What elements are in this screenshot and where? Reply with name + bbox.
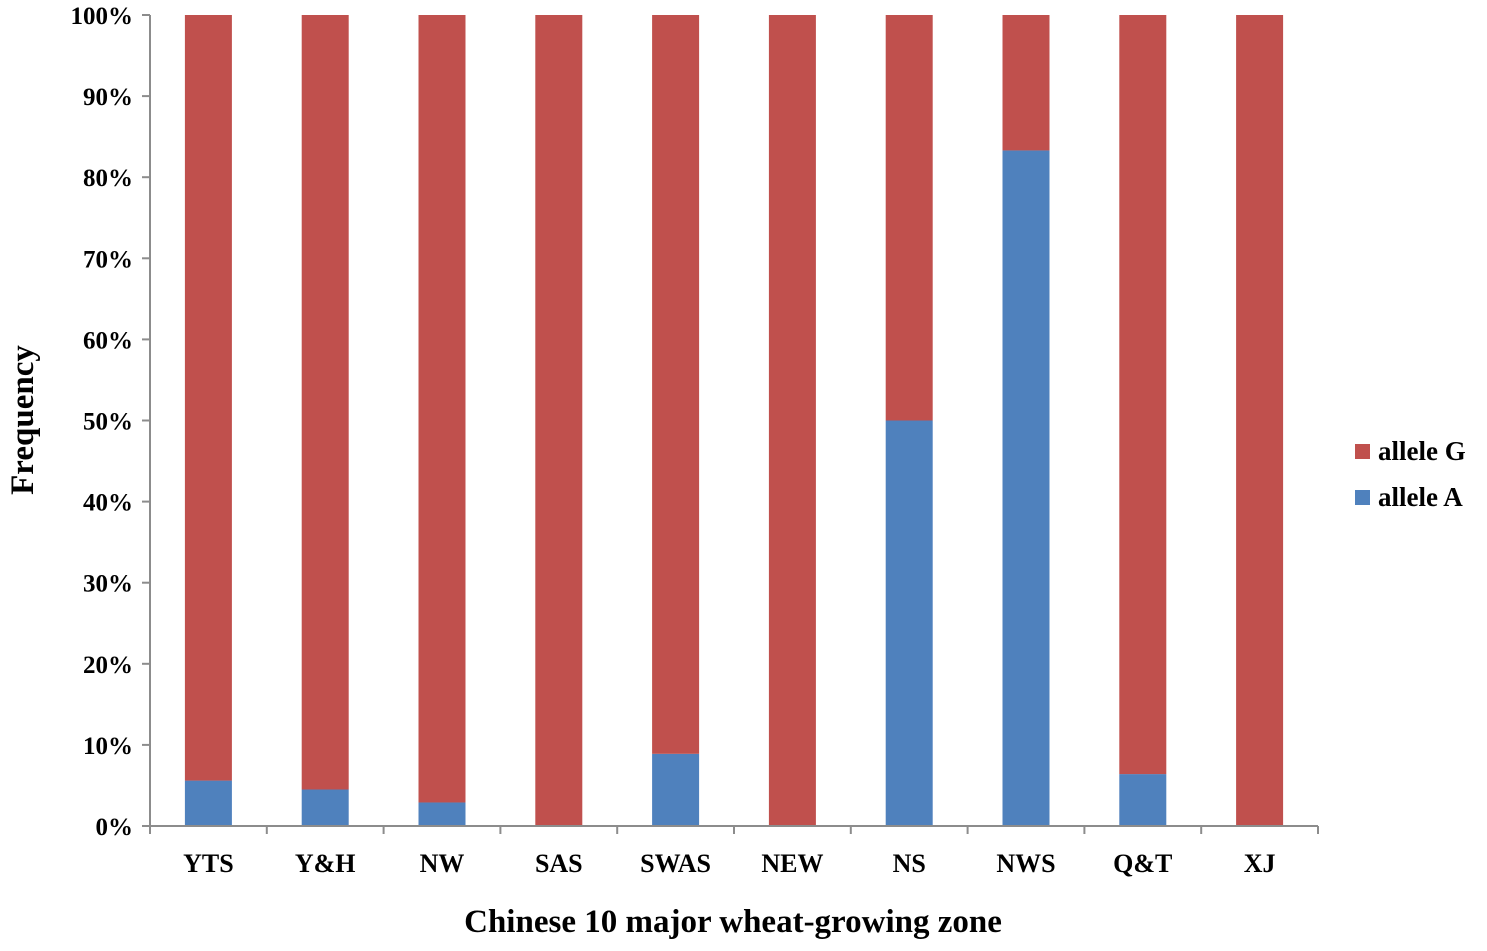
bars-group — [184, 15, 1284, 826]
x-category-label: SWAS — [640, 849, 711, 878]
legend-label: allele G — [1378, 436, 1466, 466]
bar-allele-g-1 — [301, 15, 349, 790]
legend: allele G allele A — [1355, 436, 1466, 512]
legend-swatch-allele-a — [1355, 490, 1370, 505]
y-tick-label: 30% — [83, 571, 133, 598]
bar-allele-g-2 — [418, 15, 466, 803]
x-category-label: Y&H — [295, 849, 356, 878]
bar-allele-g-0 — [184, 15, 232, 781]
x-category-label: YTS — [183, 849, 234, 878]
x-category-label: SAS — [535, 849, 583, 878]
y-tick-label: 70% — [83, 246, 133, 273]
y-tick-label: 80% — [83, 165, 133, 192]
bar-allele-a-0 — [184, 780, 232, 826]
x-category-label: Q&T — [1113, 849, 1172, 878]
bar-allele-a-7 — [1002, 150, 1050, 826]
y-tick-label: 100% — [71, 3, 134, 30]
y-tick-label: 50% — [83, 409, 133, 436]
bar-allele-a-4 — [652, 753, 700, 826]
y-axis-title: Frequency — [5, 345, 41, 495]
y-axis-ticks: 0% 10% 20% 30% 40% 50% 60% 70% 80% 90% 100% — [71, 3, 150, 841]
bar-allele-g-4 — [652, 15, 700, 754]
x-category-label: XJ — [1244, 849, 1276, 878]
x-category-label: NEW — [761, 849, 823, 878]
bar-allele-g-9 — [1236, 15, 1284, 826]
bar-allele-g-6 — [885, 15, 933, 421]
bar-allele-a-6 — [885, 420, 933, 826]
x-category-label: NS — [893, 849, 926, 878]
legend-label: allele A — [1378, 482, 1463, 512]
y-tick-label: 90% — [83, 84, 133, 111]
bar-allele-g-7 — [1002, 15, 1050, 151]
x-axis-ticks: YTS Y&H NW SAS SWAS NEW NS NWS Q&T XJ — [149, 826, 1319, 878]
bar-allele-a-2 — [418, 802, 466, 826]
y-tick-label: 60% — [83, 327, 133, 354]
x-axis-title: Chinese 10 major wheat-growing zone — [464, 904, 1002, 940]
bar-allele-g-3 — [535, 15, 583, 826]
bar-allele-a-8 — [1119, 774, 1167, 826]
legend-swatch-allele-g — [1355, 444, 1370, 459]
x-category-label: NW — [420, 849, 465, 878]
y-tick-label: 40% — [83, 490, 133, 517]
x-category-label: NWS — [996, 849, 1055, 878]
y-tick-label: 10% — [83, 733, 133, 760]
bar-allele-g-5 — [768, 15, 816, 826]
y-tick-label: 0% — [96, 814, 134, 841]
y-tick-label: 20% — [83, 652, 133, 679]
bar-allele-g-8 — [1119, 15, 1167, 775]
bar-allele-a-1 — [301, 789, 349, 826]
